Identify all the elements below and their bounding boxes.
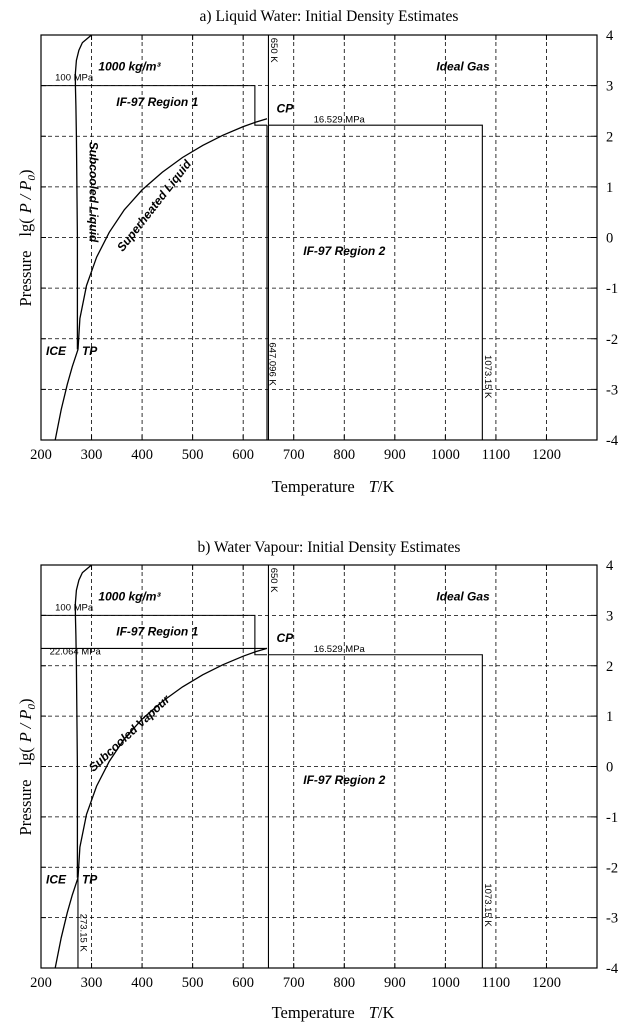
label-22mpa: 22.064 MPa — [50, 647, 102, 658]
x-tick-label: 1100 — [482, 447, 510, 463]
x-tick-label: 300 — [81, 447, 103, 463]
y-tick-label: -4 — [606, 961, 619, 977]
x-tick-label: 400 — [131, 975, 153, 991]
label-ideal-gas: Ideal Gas — [436, 59, 490, 73]
x-tick-label: 200 — [30, 447, 52, 463]
y-tick-label: 4 — [606, 558, 614, 574]
y-tick-label: 1 — [606, 180, 613, 196]
label-subcooled-vapour: Subcooled Vapour — [86, 691, 174, 774]
y-axis-label: Pressurelg(P / P0) — [16, 170, 38, 307]
label-1073k: 1073.15 K — [482, 355, 493, 399]
saturation-curve — [77, 118, 268, 350]
label-region2: IF-97 Region 2 — [303, 244, 385, 258]
saturation-curve — [77, 647, 268, 878]
label-650k: 650 K — [268, 568, 279, 593]
label-subcooled-liquid: Subcooled Liquid — [87, 142, 101, 243]
sublimation-curve — [54, 877, 79, 969]
label-region1: IF-97 Region 1 — [116, 625, 198, 639]
x-axis-label: Temperature T/K — [272, 1003, 395, 1022]
x-tick-label: 400 — [131, 447, 153, 463]
y-tick-label: -3 — [606, 911, 618, 927]
y-tick-label: -3 — [606, 382, 618, 398]
label-16mpa: 16.529 MPa — [314, 644, 366, 655]
label-ideal-gas: Ideal Gas — [436, 589, 490, 603]
y-tick-label: -1 — [606, 810, 618, 826]
label-100mpa: 100 MPa — [55, 602, 94, 613]
label-273k: 273.15 K — [77, 914, 88, 953]
label-100mpa: 100 MPa — [55, 73, 94, 84]
label-650k: 650 K — [268, 38, 279, 63]
x-tick-label: 900 — [384, 975, 406, 991]
label-ice: ICE — [46, 872, 67, 886]
region1-boundary — [41, 85, 267, 126]
y-tick-label: 0 — [606, 231, 613, 247]
label-critical-point: CP — [277, 631, 295, 645]
y-axis-label: Pressurelg(P / P0) — [16, 699, 38, 836]
label-region1: IF-97 Region 1 — [116, 95, 198, 109]
x-tick-label: 1000 — [431, 975, 460, 991]
y-tick-label: 1 — [606, 709, 613, 725]
region1-boundary — [41, 614, 267, 656]
y-tick-label: 2 — [606, 659, 613, 675]
y-tick-label: -2 — [606, 332, 618, 348]
y-tick-label: -2 — [606, 860, 618, 876]
y-tick-label: -4 — [606, 433, 619, 449]
x-tick-label: 900 — [384, 447, 406, 463]
x-tick-label: 700 — [283, 975, 305, 991]
melting-curve — [74, 564, 92, 878]
label-region2: IF-97 Region 2 — [303, 773, 385, 787]
x-axis-label: Temperature T/K — [272, 477, 395, 496]
x-tick-label: 1100 — [482, 975, 510, 991]
y-tick-label: 4 — [606, 28, 614, 44]
label-647k: 647.096 K — [266, 342, 277, 386]
label-16mpa: 16.529 MPa — [314, 115, 366, 126]
x-tick-label: 1000 — [431, 447, 460, 463]
x-tick-label: 600 — [232, 975, 254, 991]
y-tick-label: -1 — [606, 281, 618, 297]
label-critical-point: CP — [277, 101, 295, 115]
y-tick-label: 2 — [606, 129, 613, 145]
y-tick-label: 3 — [606, 79, 613, 95]
x-tick-label: 200 — [30, 975, 52, 991]
x-tick-label: 800 — [333, 975, 355, 991]
y-tick-label: 3 — [606, 608, 613, 624]
chart-water-vapour: b) Water Vapour: Initial Density Estimat… — [16, 539, 619, 1022]
x-tick-label: 500 — [182, 447, 204, 463]
x-tick-label: 1200 — [532, 975, 561, 991]
region2-boundary — [268, 654, 483, 968]
label-density: 1000 kg/m³ — [98, 59, 161, 73]
label-1073k: 1073.15 K — [482, 883, 493, 927]
label-superheated-liquid: Superheated Liquid — [114, 157, 194, 254]
label-ice: ICE — [46, 344, 67, 358]
label-triple-point: TP — [82, 344, 98, 358]
sublimation-curve — [54, 349, 79, 441]
x-tick-label: 1200 — [532, 447, 561, 463]
x-tick-label: 800 — [333, 447, 355, 463]
chart-title: a) Liquid Water: Initial Density Estimat… — [200, 8, 459, 25]
x-tick-label: 300 — [81, 975, 103, 991]
label-density: 1000 kg/m³ — [98, 589, 161, 603]
x-tick-label: 700 — [283, 447, 305, 463]
melting-curve — [74, 34, 92, 350]
label-triple-point: TP — [82, 872, 98, 886]
region2-boundary — [268, 124, 483, 440]
x-tick-label: 500 — [182, 975, 204, 991]
y-tick-label: 0 — [606, 760, 613, 776]
chart-title: b) Water Vapour: Initial Density Estimat… — [198, 539, 461, 556]
x-tick-label: 600 — [232, 447, 254, 463]
chart-liquid-water: a) Liquid Water: Initial Density Estimat… — [16, 8, 619, 496]
